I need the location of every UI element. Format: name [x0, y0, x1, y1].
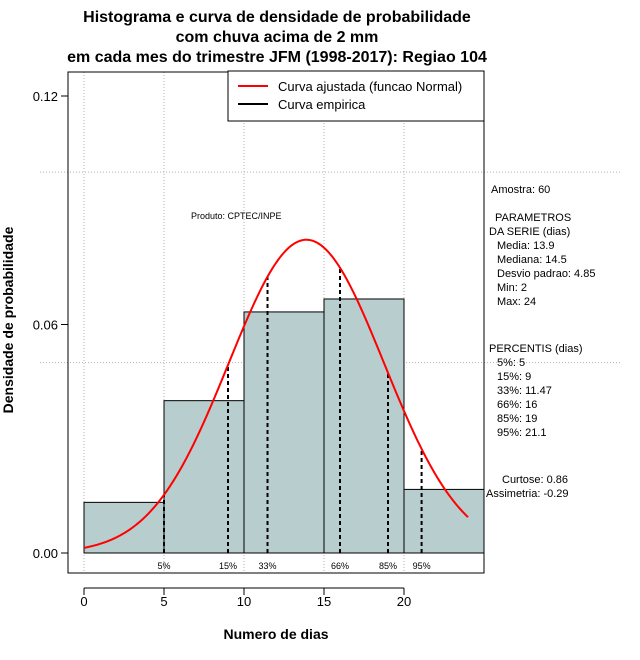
percentile-label: 66% [331, 561, 349, 571]
x-tick-label: 20 [397, 594, 411, 609]
percentil-33: 33%: 11.47 [497, 385, 552, 397]
y-tick-label: 0.00 [33, 546, 58, 561]
percentile-label: 95% [413, 561, 431, 571]
y-tick-label: 0.12 [33, 89, 58, 104]
percentile-label: 85% [379, 561, 397, 571]
chart-title-line-2: com chuva acima de 2 mm [176, 29, 379, 46]
legend-fitted-label: Curva ajustada (funcao Normal) [278, 79, 462, 94]
assimetria: Assimetria: -0.29 [486, 488, 569, 500]
percentil-15: 15%: 9 [497, 371, 531, 383]
fitted-normal-curve [83, 238, 469, 549]
x-tick-label: 15 [317, 594, 331, 609]
percentil-66: 66%: 16 [497, 399, 537, 411]
histogram-bar [163, 400, 245, 554]
legend-empirical-label: Curva empirica [278, 97, 366, 112]
axes: 0 5 10 15 20 0.00 0.06 0.12 [33, 71, 485, 609]
percentil-95: 95%: 21.1 [497, 427, 547, 439]
legend-box [227, 70, 485, 122]
percentil-5: 5%: 5 [497, 357, 525, 369]
percentile-label: 15% [219, 561, 237, 571]
params-header-2: DA SERIE (dias) [489, 226, 570, 238]
param-mediana: Mediana: 14.5 [497, 254, 567, 266]
percentile-label: 5% [157, 561, 170, 571]
y-tick-label: 0.06 [33, 318, 58, 333]
side-stats-panel: Amostra: 60 PARAMETROS DA SERIE (dias) M… [486, 184, 595, 500]
histogram-bar [403, 488, 485, 554]
histogram-bars [83, 298, 485, 554]
percentis-header: PERCENTIS (dias) [489, 343, 583, 355]
param-desvio: Desvio padrao: 4.85 [497, 268, 595, 280]
histogram-bar [323, 298, 405, 554]
param-max: Max: 24 [497, 296, 536, 308]
chart-title-line-3: em cada mes do trimestre JFM (1998-2017)… [67, 49, 487, 66]
curtose: Curtose: 0.86 [502, 474, 568, 486]
fitted-curve [83, 238, 469, 549]
percentile-label: 33% [259, 561, 277, 571]
param-media: Media: 13.9 [497, 240, 554, 252]
percentile-lines: 5% 15% 33% 66% 85% 95% [157, 267, 431, 571]
y-axis-title: Densidade de probabilidade [0, 226, 16, 413]
sample-size: Amostra: 60 [491, 184, 550, 196]
chart-title-line-1: Histograma e curva de densidade de proba… [83, 9, 471, 26]
product-annotation: Produto: CPTEC/INPE [191, 211, 282, 221]
histogram-bar [243, 311, 325, 554]
x-tick-label: 10 [237, 594, 251, 609]
param-min: Min: 2 [497, 282, 527, 294]
percentil-85: 85%: 19 [497, 413, 537, 425]
params-header-1: PARAMETROS [495, 212, 571, 224]
x-tick-label: 0 [80, 594, 87, 609]
legend: Curva ajustada (funcao Normal) Curva emp… [227, 70, 485, 122]
x-tick-label: 5 [160, 594, 167, 609]
x-axis-title: Numero de dias [223, 626, 328, 642]
